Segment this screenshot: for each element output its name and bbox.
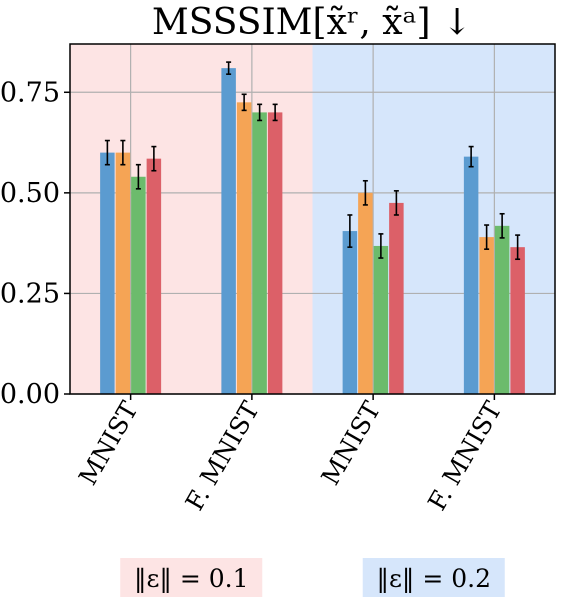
error-bar-s3-c1 [272,103,278,122]
group-legend-item-0: ‖ε‖ = 0.1 [120,558,263,597]
bar-s2-c0 [131,176,146,394]
bar-s1-c0 [115,152,131,394]
error-bar-s2-c3 [499,212,505,239]
error-bar-s0-c1 [226,61,232,75]
error-bar-s0-c2 [347,214,353,248]
error-bar-s0-c0 [104,139,110,166]
group-legend-label-0: ‖ε‖ = 0.1 [134,564,249,594]
bars [100,68,525,394]
error-bar-s2-c1 [257,103,263,122]
bar-s2-c1 [252,112,267,394]
x-ticks: MNIST F. MNIST MNIST F. MNIST [73,394,508,515]
bar-s2-c3 [494,225,510,394]
bar-s1-c2 [358,192,373,394]
y-tick-label-0: 0.00 [0,379,60,410]
y-tick-label-2: 0.50 [0,178,60,209]
bar-s0-c0 [100,152,115,394]
x-tick-label-1: F. MNIST [180,396,266,515]
chart-title: MSSSIM[x̃ʳ, x̃ᵃ] ↓ [152,2,472,43]
bar-s3-c3 [510,247,525,394]
bar-s2-c2 [373,245,389,394]
bar-s3-c0 [146,158,162,394]
bar-s0-c3 [463,156,479,394]
error-bar-s3-c2 [393,190,399,216]
bar-s3-c2 [389,202,404,394]
y-tick-label-3: 0.75 [0,77,60,108]
plot-frame [69,43,556,395]
x-tick-label-0: MNIST [73,396,144,490]
y-ticks: 0.00 0.25 0.50 0.75 [0,77,70,410]
error-bar-s3-c3 [515,234,521,261]
error-bar-s2-c2 [378,233,384,259]
y-tick-label-1: 0.25 [0,278,60,309]
error-bar-s1-c1 [241,93,247,112]
group-legend-label-1: ‖ε‖ = 0.2 [376,564,491,594]
error-bar-s1-c2 [362,179,368,206]
bar-s0-c1 [221,68,236,394]
error-bar-s0-c3 [468,145,474,168]
error-bars [104,61,521,261]
bar-s1-c3 [479,237,494,394]
error-bar-s1-c3 [484,224,490,250]
error-bar-s1-c0 [120,139,126,166]
group-legend: ‖ε‖ = 0.1 ‖ε‖ = 0.2 [120,558,505,597]
bar-s3-c1 [267,112,283,394]
error-bar-s3-c0 [151,145,157,172]
x-tick-label-2: MNIST [316,396,387,490]
x-tick-label-3: F. MNIST [422,396,508,515]
bar-s1-c1 [236,102,252,394]
bar-s0-c2 [342,231,358,394]
error-bar-s2-c0 [135,163,141,190]
group-legend-item-1: ‖ε‖ = 0.2 [362,558,505,597]
